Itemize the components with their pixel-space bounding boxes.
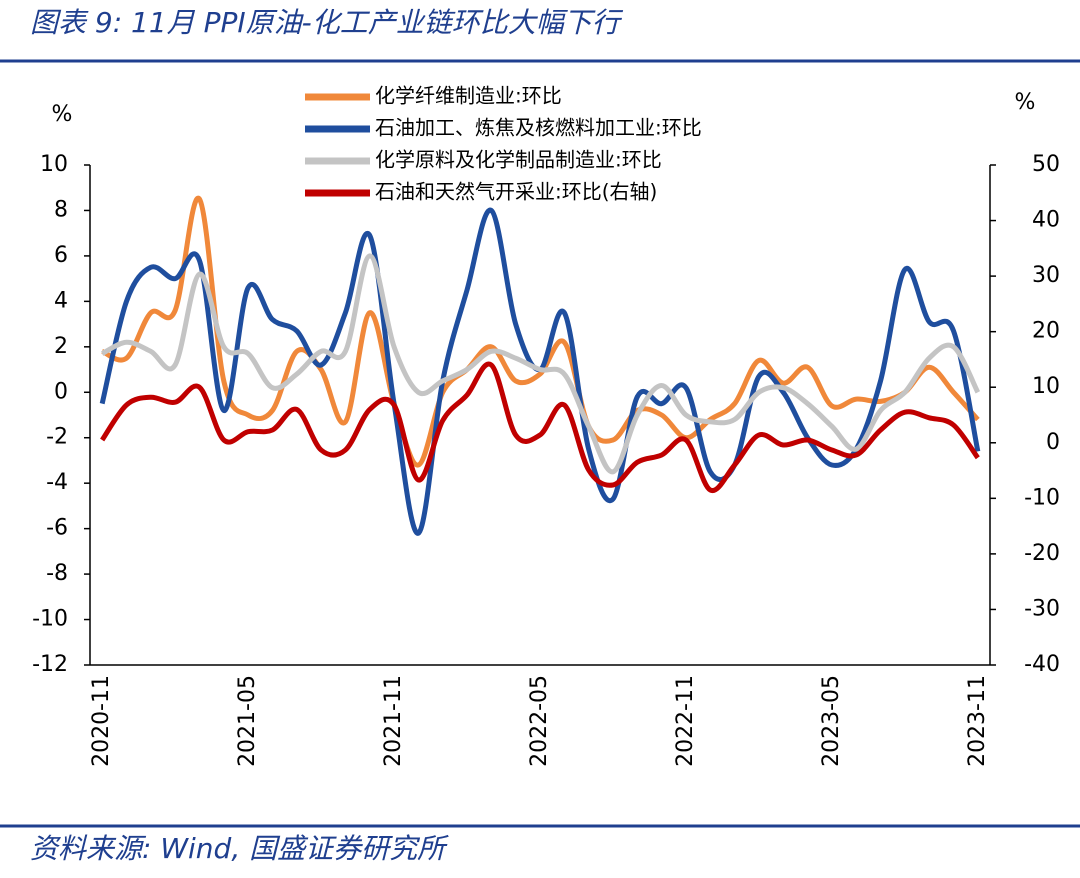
- y-tick-label: 6: [54, 243, 68, 268]
- x-tick-label: 2023-11: [965, 675, 990, 767]
- y2-tick-label: 10: [1032, 374, 1060, 399]
- chart-title: 图表 9: 11月 PPI原油-化工产业链环比大幅下行: [30, 6, 624, 39]
- y-axis-label: %: [52, 102, 73, 127]
- y-tick-label: 8: [54, 197, 68, 222]
- x-tick-label: 2022-05: [527, 675, 552, 767]
- y2-tick-label: 0: [1046, 430, 1060, 455]
- y-tick-label: 10: [40, 152, 68, 177]
- y-tick-label: -4: [46, 470, 68, 495]
- series-line: [101, 195, 980, 468]
- x-tick-label: 2023-05: [819, 675, 844, 767]
- y-tick-label: 2: [54, 334, 68, 359]
- series-line: [100, 361, 980, 493]
- y2-tick-label: -10: [1024, 485, 1060, 510]
- legend-label: 石油和天然气开采业:环比(右轴): [375, 180, 657, 204]
- legend-label: 化学原料及化学制品制造业:环比: [375, 148, 662, 172]
- y2-axis-label: %: [1015, 90, 1036, 115]
- y-tick-label: -12: [32, 652, 68, 677]
- y2-tick-label: -20: [1024, 541, 1060, 566]
- x-tick-label: 2021-11: [381, 675, 406, 767]
- x-tick-label: 2021-05: [235, 675, 260, 767]
- y2-tick-label: -40: [1024, 652, 1060, 677]
- series-line: [99, 207, 981, 536]
- y-tick-label: -2: [46, 425, 68, 450]
- x-tick-label: 2022-11: [673, 675, 698, 767]
- y-tick-label: 0: [54, 379, 68, 404]
- y2-tick-label: 40: [1032, 208, 1060, 233]
- legend-label: 化学纤维制造业:环比: [375, 84, 562, 108]
- y2-tick-label: 50: [1032, 152, 1060, 177]
- legend-label: 石油加工、炼焦及核燃料加工业:环比: [375, 116, 702, 140]
- y-tick-label: -10: [32, 607, 68, 632]
- y-tick-label: 4: [54, 288, 68, 313]
- x-tick-label: 2020-11: [89, 675, 114, 767]
- y-tick-label: -8: [46, 561, 68, 586]
- series-line: [100, 253, 981, 475]
- source: 资料来源: Wind, 国盛证券研究所: [30, 832, 449, 865]
- y2-tick-label: 30: [1032, 263, 1060, 288]
- y2-tick-label: 20: [1032, 319, 1060, 344]
- y-tick-label: -6: [46, 516, 68, 541]
- y2-tick-label: -30: [1024, 596, 1060, 621]
